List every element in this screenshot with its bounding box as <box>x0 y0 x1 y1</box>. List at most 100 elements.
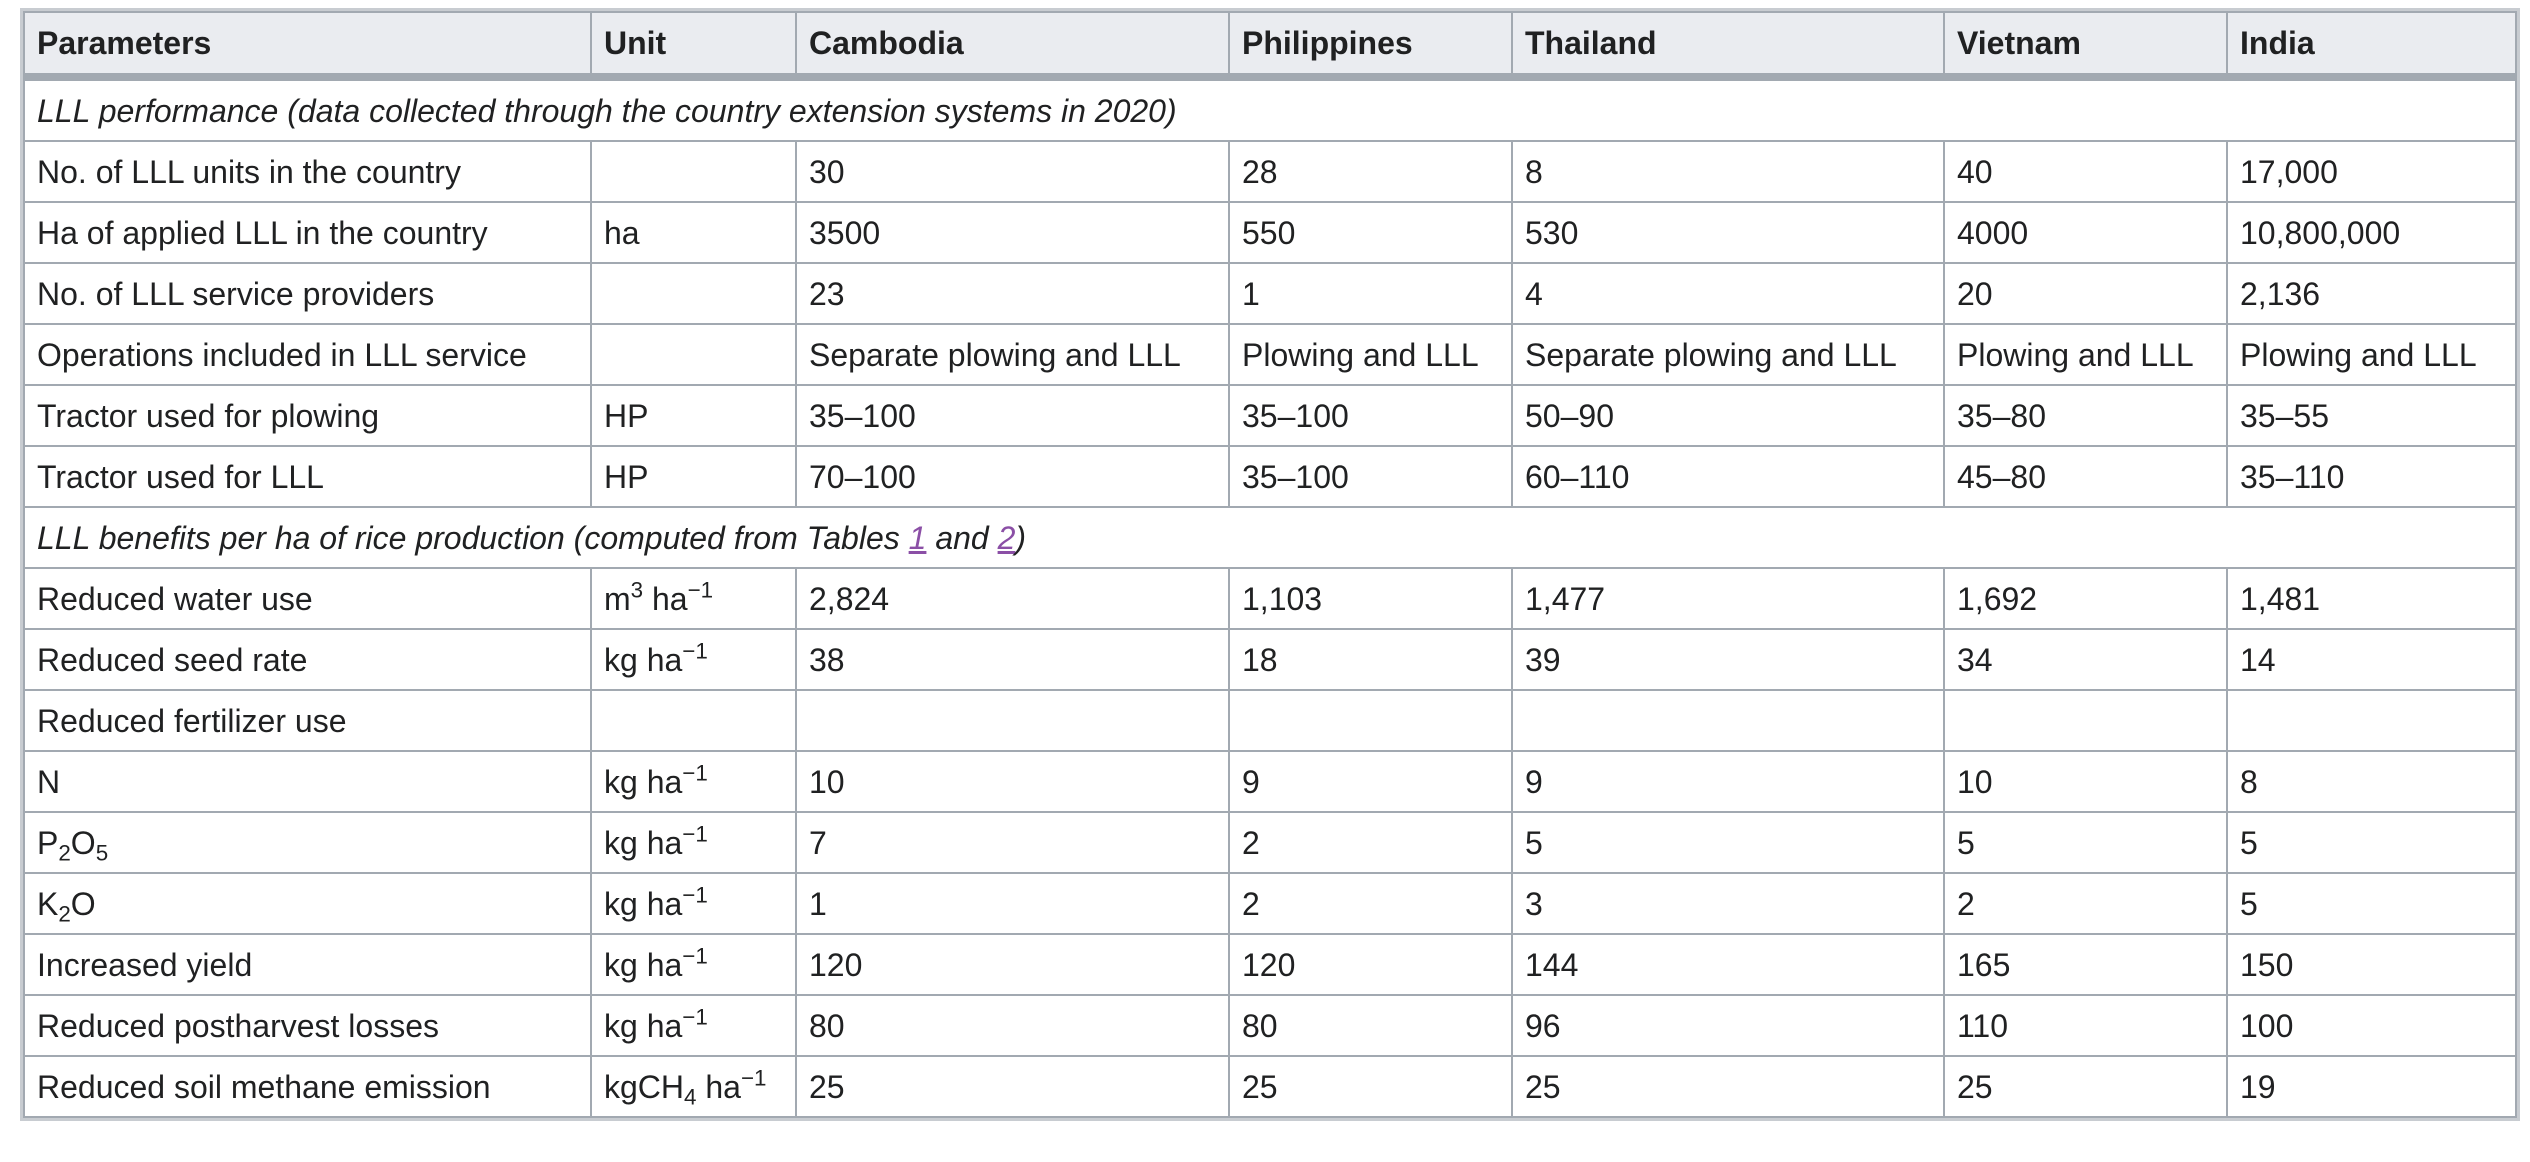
table-row: Ha of applied LLL in the country ha 3500… <box>23 201 2517 264</box>
header-thailand: Thailand <box>1511 11 1945 81</box>
formula-text: O <box>70 824 96 861</box>
unit-cell: kg ha−1 <box>590 750 797 813</box>
value-cell: 25 <box>1228 1055 1513 1118</box>
unit-cell <box>590 262 797 325</box>
value-cell: 10,800,000 <box>2226 201 2517 264</box>
header-vietnam: Vietnam <box>1943 11 2228 81</box>
value-cell: 25 <box>1943 1055 2228 1118</box>
formula-subscript: 2 <box>58 901 71 927</box>
value-cell: 35–55 <box>2226 384 2517 447</box>
table-row: Increased yield kg ha−1 120 120 144 165 … <box>23 933 2517 996</box>
header-cambodia: Cambodia <box>795 11 1230 81</box>
row-label: Reduced fertilizer use <box>23 689 592 752</box>
value-cell: 2 <box>1943 872 2228 935</box>
value-cell <box>1943 689 2228 752</box>
value-cell: Separate plowing and LLL <box>795 323 1230 386</box>
value-cell: 17,000 <box>2226 140 2517 203</box>
unit-superscript: 3 <box>630 577 644 603</box>
formula-subscript: 2 <box>58 840 71 866</box>
row-label: P2O5 <box>23 811 592 874</box>
table-row: Reduced seed rate kg ha−1 38 18 39 34 14 <box>23 628 2517 691</box>
unit-text: kg ha <box>604 885 683 922</box>
value-cell: 35–100 <box>1228 445 1513 508</box>
table-1-link[interactable]: 1 <box>908 519 927 556</box>
value-cell: 96 <box>1511 994 1945 1057</box>
unit-cell: ha <box>590 201 797 264</box>
value-cell: 9 <box>1228 750 1513 813</box>
value-cell: 120 <box>795 933 1230 996</box>
value-cell: 80 <box>795 994 1230 1057</box>
section-row-performance: LLL performance (data collected through … <box>23 76 2517 142</box>
value-cell: 5 <box>1943 811 2228 874</box>
value-cell: 4 <box>1511 262 1945 325</box>
value-cell: 5 <box>2226 872 2517 935</box>
value-cell: 10 <box>795 750 1230 813</box>
unit-text: ha <box>643 580 688 617</box>
unit-superscript: −1 <box>682 760 708 786</box>
row-label: N <box>23 750 592 813</box>
value-cell: 38 <box>795 628 1230 691</box>
section-title-text: ) <box>1015 519 1027 556</box>
unit-cell <box>590 140 797 203</box>
unit-superscript: −1 <box>682 882 708 908</box>
table-row: K2O kg ha−1 1 2 3 2 5 <box>23 872 2517 935</box>
value-cell: 23 <box>795 262 1230 325</box>
value-cell: 25 <box>795 1055 1230 1118</box>
value-cell <box>2226 689 2517 752</box>
table-row: Reduced soil methane emission kgCH4 ha−1… <box>23 1055 2517 1118</box>
section-row-benefits: LLL benefits per ha of rice production (… <box>23 506 2517 569</box>
value-cell <box>1228 689 1513 752</box>
unit-cell: m3 ha−1 <box>590 567 797 630</box>
table-2-link[interactable]: 2 <box>997 519 1016 556</box>
row-label: Reduced soil methane emission <box>23 1055 592 1118</box>
value-cell: 9 <box>1511 750 1945 813</box>
value-cell: Plowing and LLL <box>2226 323 2517 386</box>
value-cell: 1 <box>795 872 1230 935</box>
value-cell: 1,477 <box>1511 567 1945 630</box>
unit-text: ha <box>696 1068 741 1105</box>
row-label: Reduced postharvest losses <box>23 994 592 1057</box>
row-label: Ha of applied LLL in the country <box>23 201 592 264</box>
value-cell: 70–100 <box>795 445 1230 508</box>
table-row: P2O5 kg ha−1 7 2 5 5 5 <box>23 811 2517 874</box>
row-label: No. of LLL units in the country <box>23 140 592 203</box>
value-cell: 40 <box>1943 140 2228 203</box>
row-label: Tractor used for LLL <box>23 445 592 508</box>
value-cell: 18 <box>1228 628 1513 691</box>
unit-superscript: −1 <box>682 638 708 664</box>
unit-cell: kg ha−1 <box>590 628 797 691</box>
row-label: Operations included in LLL service <box>23 323 592 386</box>
value-cell: 39 <box>1511 628 1945 691</box>
value-cell: 5 <box>2226 811 2517 874</box>
unit-superscript: −1 <box>682 821 708 847</box>
value-cell: 25 <box>1511 1055 1945 1118</box>
formula-subscript: 5 <box>95 840 109 866</box>
table-row: N kg ha−1 10 9 9 10 8 <box>23 750 2517 813</box>
unit-text: kg ha <box>604 824 683 861</box>
value-cell: 28 <box>1228 140 1513 203</box>
formula-text: P <box>37 824 59 861</box>
value-cell: 35–80 <box>1943 384 2228 447</box>
value-cell: 144 <box>1511 933 1945 996</box>
value-cell: 2 <box>1228 872 1513 935</box>
row-label: Reduced water use <box>23 567 592 630</box>
header-parameters: Parameters <box>23 11 592 81</box>
table-row: Reduced postharvest losses kg ha−1 80 80… <box>23 994 2517 1057</box>
header-unit: Unit <box>590 11 797 81</box>
unit-cell <box>590 689 797 752</box>
value-cell: 60–110 <box>1511 445 1945 508</box>
value-cell: Plowing and LLL <box>1943 323 2228 386</box>
unit-cell: kg ha−1 <box>590 994 797 1057</box>
row-label: K2O <box>23 872 592 935</box>
unit-subscript: 4 <box>684 1084 697 1110</box>
unit-superscript: −1 <box>687 577 714 603</box>
row-label: No. of LLL service providers <box>23 262 592 325</box>
value-cell: 35–110 <box>2226 445 2517 508</box>
unit-cell: HP <box>590 384 797 447</box>
value-cell: 100 <box>2226 994 2517 1057</box>
table-row: Reduced fertilizer use <box>23 689 2517 752</box>
section-title-benefits: LLL benefits per ha of rice production (… <box>23 506 2517 569</box>
value-cell: 7 <box>795 811 1230 874</box>
unit-cell: HP <box>590 445 797 508</box>
row-label: Reduced seed rate <box>23 628 592 691</box>
